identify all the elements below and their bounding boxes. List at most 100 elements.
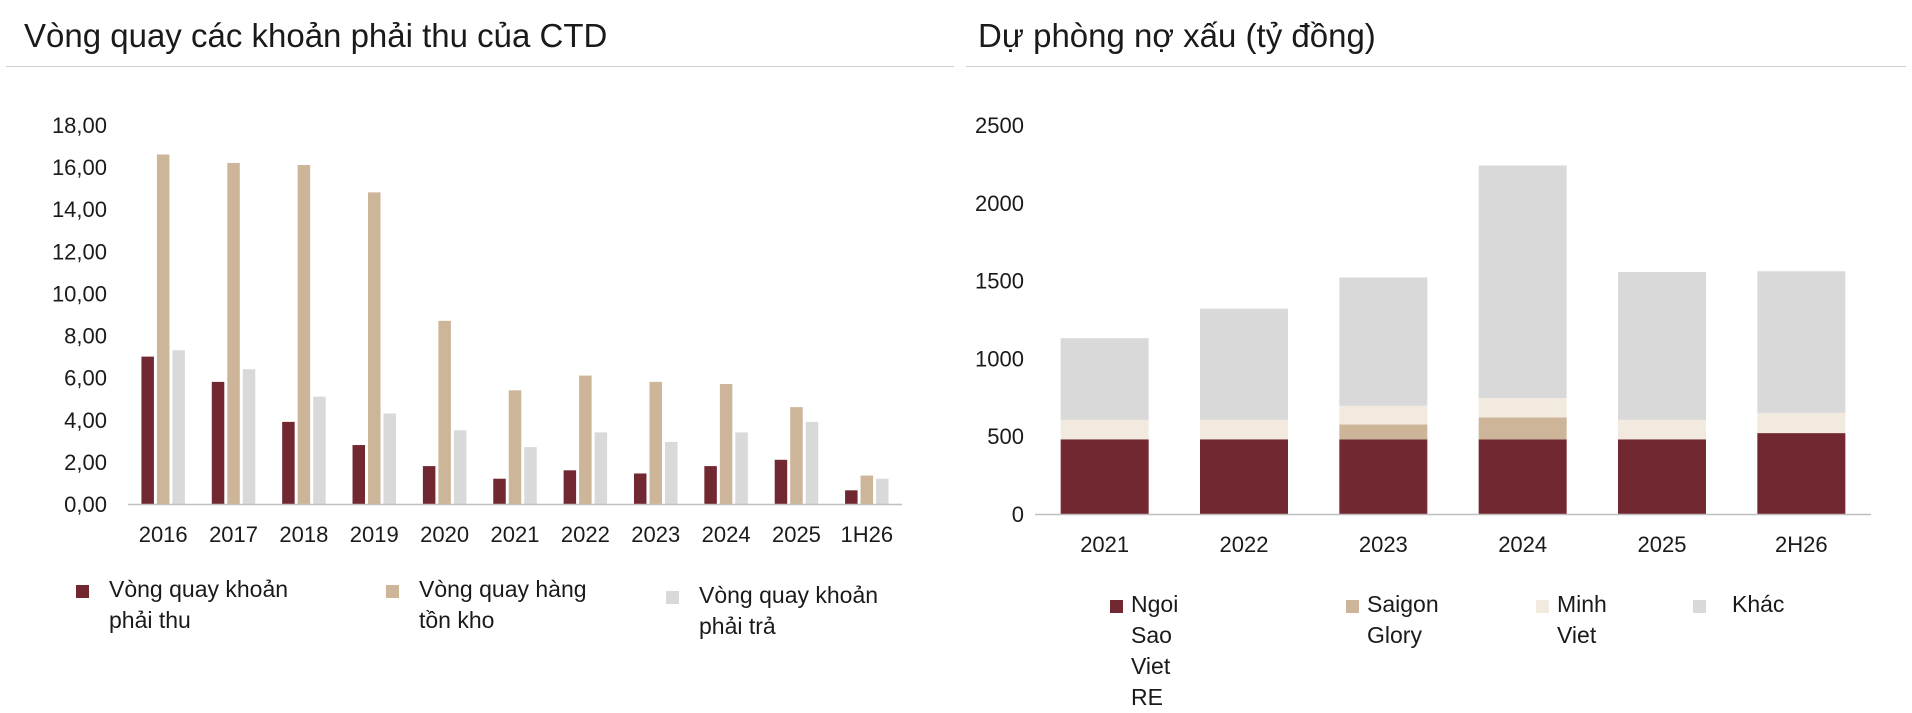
legend-label-saigon-glory: Saigon Glory bbox=[1367, 591, 1439, 648]
legend-swatch-receivables bbox=[76, 585, 89, 598]
y-tick-label: 8,00 bbox=[64, 324, 107, 349]
x-tick-label: 2019 bbox=[350, 522, 399, 547]
bar-2016-s1 bbox=[156, 154, 170, 504]
bar-2016-s0 bbox=[141, 356, 154, 504]
x-tick-label: 2017 bbox=[209, 522, 258, 547]
legend-item-minh-viet: Minh Viet bbox=[1536, 589, 1607, 651]
bar-2023-s0 bbox=[633, 473, 647, 504]
y-tick-label: 500 bbox=[987, 424, 1024, 449]
bar-2017-s2 bbox=[242, 369, 256, 504]
legend-item-inventory: Vòng quay hàng tồn kho bbox=[386, 574, 616, 636]
legend-item-saigon-glory: Saigon Glory bbox=[1346, 589, 1439, 651]
bar-2020-s1 bbox=[438, 320, 451, 504]
bar-2024-s1 bbox=[719, 383, 733, 504]
bar-2018-s0 bbox=[282, 421, 295, 504]
legend-swatch-khac bbox=[1693, 600, 1706, 613]
receivable-turnover-chart: 0,00 2,00 4,00 6,00 8,00 10,00 12,00 14,00 16,00… bbox=[52, 113, 902, 547]
y-tick-label: 14,00 bbox=[52, 197, 107, 222]
bar-2021-s1 bbox=[508, 390, 522, 504]
legend-label-receivables: Vòng quay khoản phải thu bbox=[109, 576, 289, 633]
y-tick-label: 1500 bbox=[975, 269, 1024, 294]
bar-1H26-s0 bbox=[845, 490, 858, 504]
left-chart-panel: Vòng quay các khoản phải thu của CTD 0,0… bbox=[0, 0, 960, 652]
stack-2022-s0 bbox=[1200, 439, 1288, 514]
bar-2017-s1 bbox=[227, 162, 240, 504]
bar-2022-s1 bbox=[579, 375, 592, 504]
legend-item-payables: Vòng quay khoản phải trả bbox=[666, 580, 906, 642]
stack-2025-s2 bbox=[1618, 419, 1706, 440]
bar-1H26-s1 bbox=[860, 475, 874, 504]
bar-2021-s2 bbox=[524, 447, 537, 504]
y-tick-label: 10,00 bbox=[52, 281, 107, 306]
legend-swatch-payables bbox=[666, 591, 679, 604]
y-tick-label: 2,00 bbox=[64, 450, 107, 475]
stack-2024-s2 bbox=[1478, 398, 1567, 418]
stack-2023-s2 bbox=[1339, 405, 1428, 425]
bar-2022-s2 bbox=[594, 432, 608, 504]
legend-swatch-minh-viet bbox=[1536, 600, 1549, 613]
left-title-divider bbox=[6, 66, 954, 67]
stack-2022-s3 bbox=[1200, 308, 1288, 420]
bar-2022-s0 bbox=[563, 470, 577, 504]
right-chart-panel: Dự phòng nợ xấu (tỷ đồng) 0 500 1000 1500 20… bbox=[960, 0, 1912, 710]
bar-2025-s0 bbox=[774, 459, 788, 504]
x-tick-label: 2025 bbox=[1638, 532, 1687, 557]
stack-2021-s3 bbox=[1060, 338, 1149, 420]
y-tick-label: 1000 bbox=[975, 346, 1024, 371]
legend-item-ngoi-sao-viet: Ngoi Sao Viet RE bbox=[1110, 589, 1178, 713]
legend-swatch-inventory bbox=[386, 585, 399, 598]
bad-debt-provision-chart: 0 500 1000 1500 2000 2500 2021 2022 2023 2024 2025… bbox=[975, 113, 1871, 557]
legend-label-ngoi-sao-viet: Ngoi Sao Viet RE bbox=[1131, 591, 1179, 710]
legend-swatch-ngoi-sao-viet bbox=[1110, 600, 1123, 613]
bar-2019-s2 bbox=[383, 413, 397, 504]
stack-2025-s0 bbox=[1618, 439, 1706, 514]
x-tick-label: 2024 bbox=[1498, 532, 1547, 557]
stack-2022-s2 bbox=[1200, 419, 1288, 440]
bar-2018-s1 bbox=[297, 165, 311, 504]
bar-2019-s0 bbox=[352, 445, 366, 504]
bar-2024-s2 bbox=[735, 432, 748, 504]
bar-2020-s2 bbox=[453, 430, 467, 504]
bar-2024-s0 bbox=[704, 466, 717, 504]
stack-2023-s3 bbox=[1339, 277, 1428, 406]
bar-2023-s2 bbox=[664, 441, 678, 504]
x-tick-label: 2018 bbox=[279, 522, 328, 547]
stack-2021-s2 bbox=[1060, 419, 1149, 440]
stack-2025-s3 bbox=[1618, 272, 1706, 420]
x-tick-label: 2021 bbox=[1080, 532, 1129, 557]
legend-item-receivables: Vòng quay khoản phải thu bbox=[76, 574, 306, 636]
x-tick-label: 2024 bbox=[702, 522, 751, 547]
y-tick-label: 0,00 bbox=[64, 492, 107, 517]
stack-2024-s3 bbox=[1478, 165, 1567, 399]
bar-1H26-s2 bbox=[876, 478, 889, 504]
stack-2H26-s3 bbox=[1757, 271, 1846, 413]
x-tick-label: 2021 bbox=[491, 522, 540, 547]
y-tick-label: 2500 bbox=[975, 113, 1024, 138]
bar-2025-s2 bbox=[805, 421, 819, 504]
left-chart-title: Vòng quay các khoản phải thu của CTD bbox=[24, 17, 608, 54]
bar-2020-s0 bbox=[422, 466, 436, 504]
x-tick-label: 2H26 bbox=[1775, 532, 1828, 557]
legend-label-khac: Khác bbox=[1732, 591, 1785, 617]
x-tick-label: 1H26 bbox=[841, 522, 894, 547]
stack-2H26-s2 bbox=[1757, 412, 1846, 434]
right-chart-title: Dự phòng nợ xấu (tỷ đồng) bbox=[978, 17, 1376, 54]
x-tick-label: 2025 bbox=[772, 522, 821, 547]
x-tick-label: 2020 bbox=[420, 522, 469, 547]
x-tick-label: 2022 bbox=[1220, 532, 1269, 557]
legend-label-inventory: Vòng quay hàng tồn kho bbox=[419, 576, 587, 633]
stack-2H26-s0 bbox=[1757, 433, 1846, 514]
x-tick-label: 2016 bbox=[139, 522, 188, 547]
stack-2023-s0 bbox=[1339, 439, 1428, 514]
y-tick-label: 4,00 bbox=[64, 408, 107, 433]
y-tick-label: 16,00 bbox=[52, 155, 107, 180]
legend-label-payables: Vòng quay khoản phải trả bbox=[699, 582, 879, 639]
stack-2023-s1 bbox=[1339, 424, 1428, 440]
bar-2023-s1 bbox=[649, 381, 662, 504]
bar-2025-s1 bbox=[790, 407, 803, 504]
stack-2024-s0 bbox=[1478, 439, 1567, 514]
x-tick-label: 2022 bbox=[561, 522, 610, 547]
x-tick-label: 2023 bbox=[631, 522, 680, 547]
bar-2018-s2 bbox=[313, 396, 326, 504]
stack-2024-s1 bbox=[1478, 417, 1567, 440]
